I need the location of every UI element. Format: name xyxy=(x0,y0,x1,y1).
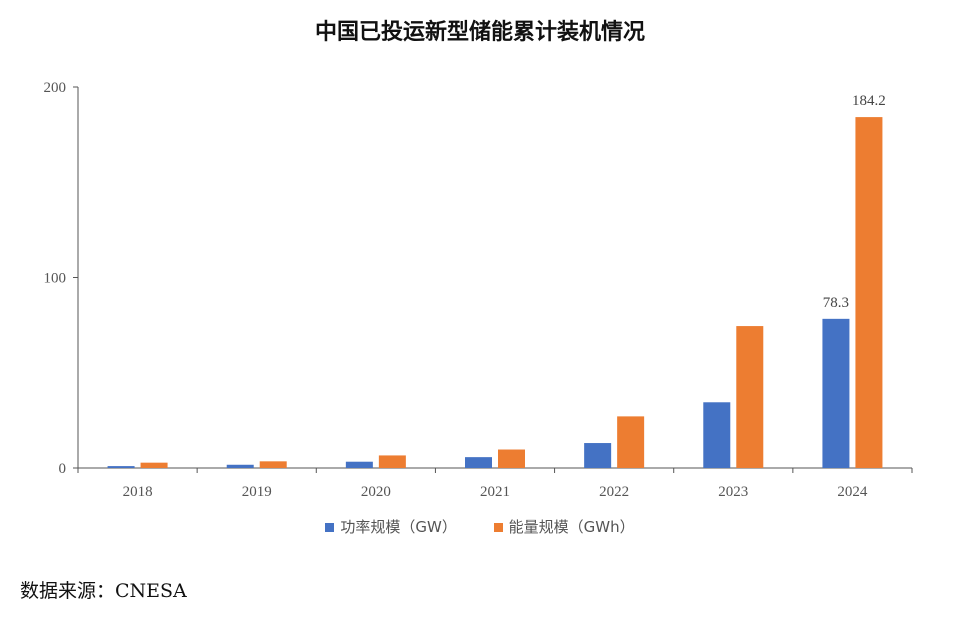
bar-energy-2023 xyxy=(736,326,764,468)
x-tick-label: 2023 xyxy=(718,484,748,500)
bar-power-2019 xyxy=(226,464,254,468)
bar-energy-2020 xyxy=(378,455,406,468)
y-tick-label: 200 xyxy=(44,80,67,96)
bar-energy-2018 xyxy=(140,462,168,468)
legend-swatch-energy xyxy=(493,523,503,532)
legend-swatch-power xyxy=(325,523,335,532)
bar-power-2022 xyxy=(584,443,612,468)
x-tick-label: 2020 xyxy=(361,484,391,500)
bar-energy-2019 xyxy=(259,461,287,468)
legend-label-power: 功率规模（GW） xyxy=(340,518,457,536)
chart-title: 中国已投运新型储能累计装机情况 xyxy=(314,20,645,45)
bar-energy-2024 xyxy=(855,117,883,468)
bar-power-2024 xyxy=(822,318,850,468)
data-source: 数据来源：CNESA xyxy=(20,580,187,602)
legend: 功率规模（GW） 能量规模（GWh） xyxy=(0,516,960,537)
y-tick-label: 0 xyxy=(59,461,67,477)
data-label: 78.3 xyxy=(823,295,849,311)
bar-power-2020 xyxy=(345,461,373,468)
x-tick-label: 2022 xyxy=(599,484,629,500)
legend-item-power: 功率规模（GW） xyxy=(325,516,457,537)
y-tick-label: 100 xyxy=(44,271,67,287)
bar-energy-2021 xyxy=(498,449,525,468)
data-label: 184.2 xyxy=(852,93,886,109)
bar-power-2018 xyxy=(107,466,135,468)
bar-energy-2022 xyxy=(617,416,645,468)
x-tick-label: 2024 xyxy=(837,484,868,500)
bar-power-2021 xyxy=(465,457,492,468)
x-tick-label: 2019 xyxy=(242,484,272,500)
legend-item-energy: 能量规模（GWh） xyxy=(493,516,635,537)
legend-label-energy: 能量规模（GWh） xyxy=(508,518,635,536)
x-tick-label: 2021 xyxy=(480,484,510,500)
x-tick-label: 2018 xyxy=(123,484,153,500)
bar-power-2023 xyxy=(703,402,731,468)
